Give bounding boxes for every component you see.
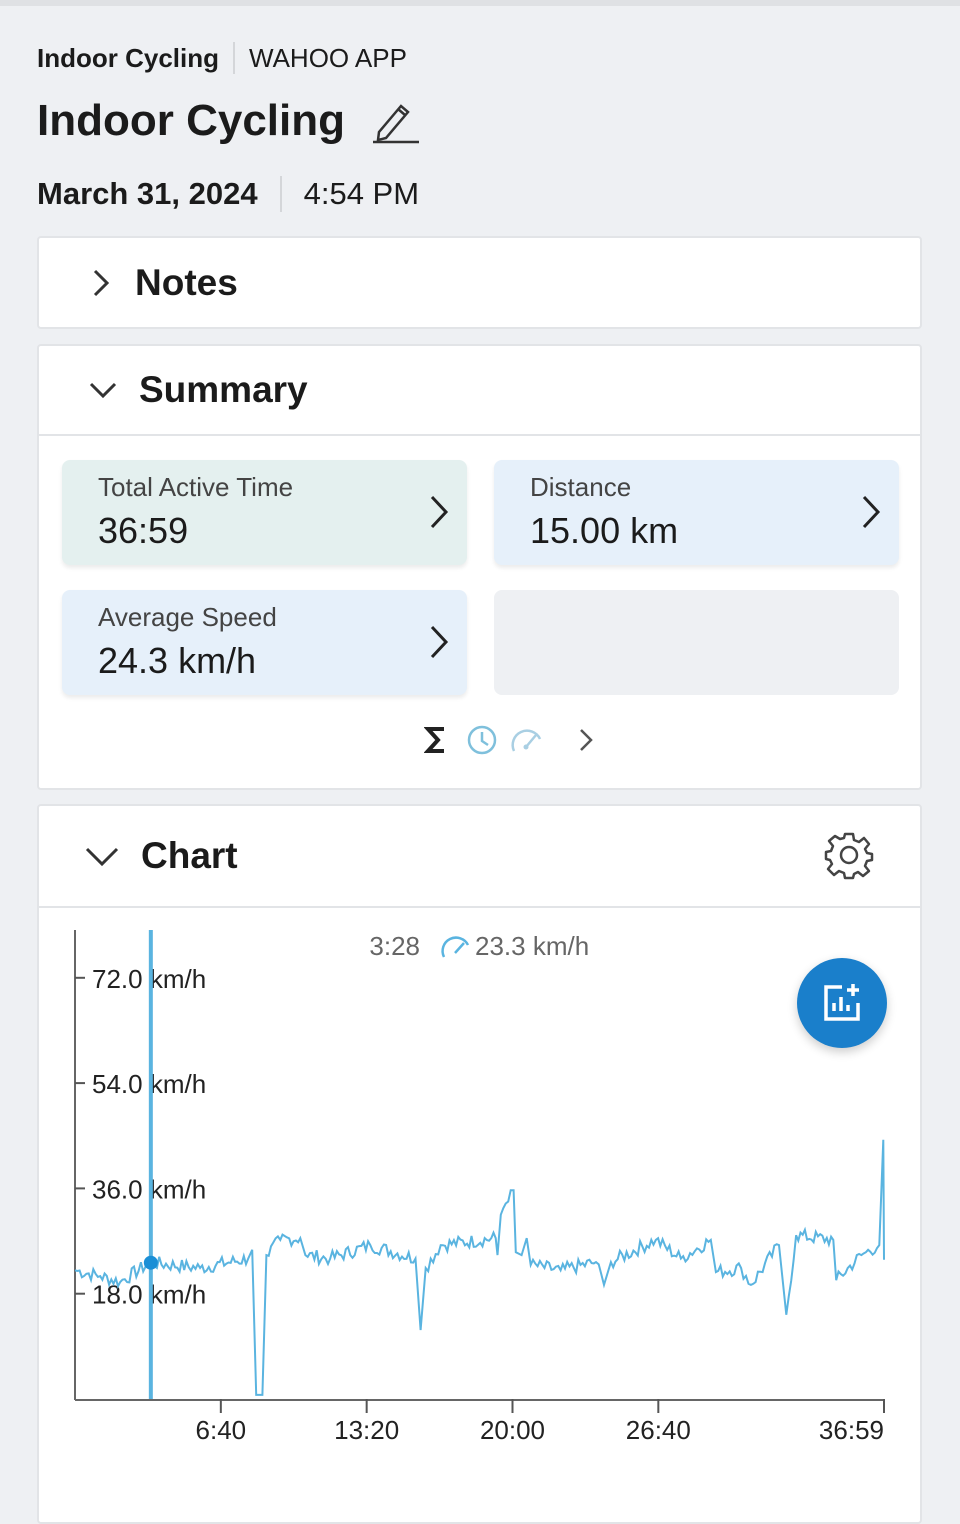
gear-icon[interactable]	[824, 830, 874, 880]
activity-date: March 31, 2024	[37, 176, 258, 211]
tile-label: Average Speed	[98, 602, 277, 632]
chevron-right-icon	[430, 495, 449, 529]
summary-section: Summary Total Active Time 36:59 Distance…	[37, 344, 922, 790]
total-active-time-tile[interactable]: Total Active Time 36:59	[62, 460, 467, 565]
x-tick-label: 26:40	[626, 1415, 691, 1445]
sigma-icon[interactable]	[424, 725, 448, 755]
tile-value: 36:59	[98, 510, 189, 551]
add-chart-button[interactable]	[797, 958, 887, 1048]
empty-tile	[494, 590, 899, 695]
speed-series-line	[74, 1139, 885, 1396]
tile-value: 24.3 km/h	[98, 640, 257, 681]
clock-icon[interactable]	[466, 724, 498, 756]
breadcrumb-source: WAHOO APP	[249, 42, 407, 73]
speed-chart[interactable]: 72.0 km/h54.0 km/h36.0 km/h18.0 km/h6:40…	[0, 905, 960, 1500]
top-divider	[0, 0, 960, 6]
tile-label: Distance	[530, 472, 632, 502]
speedometer-icon[interactable]	[510, 725, 546, 755]
average-speed-tile[interactable]: Average Speed 24.3 km/h	[62, 590, 467, 695]
edit-pencil-icon[interactable]	[371, 98, 419, 144]
x-tick-label: 6:40	[196, 1415, 247, 1445]
notes-label: Notes	[135, 262, 238, 303]
summary-label: Summary	[139, 369, 308, 410]
cursor-point	[143, 1255, 158, 1270]
x-tick-label: 20:00	[480, 1415, 545, 1445]
chevron-down-icon	[89, 382, 117, 399]
chevron-right-icon	[430, 625, 449, 659]
notes-section: Notes	[37, 236, 922, 329]
breadcrumb: Indoor Cycling WAHOO APP	[37, 42, 407, 74]
summary-toggle[interactable]: Summary	[39, 346, 920, 436]
chevron-right-icon	[93, 269, 110, 297]
speedometer-icon	[441, 936, 470, 958]
divider	[279, 176, 282, 212]
x-tick-label: 36:59	[819, 1415, 884, 1445]
activity-time: 4:54 PM	[303, 176, 420, 211]
breadcrumb-activity: Indoor Cycling	[37, 42, 219, 73]
chart-toggle[interactable]: Chart	[39, 806, 920, 908]
summary-page-indicator	[424, 724, 596, 756]
cursor-time: 3:28	[369, 931, 420, 961]
chart-add-icon	[824, 984, 860, 1021]
x-tick-label: 13:20	[334, 1415, 399, 1445]
distance-tile[interactable]: Distance 15.00 km	[494, 460, 899, 565]
page-title: Indoor Cycling	[37, 96, 419, 146]
title-text: Indoor Cycling	[37, 96, 345, 145]
tile-label: Total Active Time	[98, 472, 294, 502]
tile-value: 15.00 km	[530, 510, 679, 551]
cursor-value: 23.3 km/h	[475, 931, 589, 961]
divider	[233, 42, 235, 74]
activity-datetime: March 31, 2024 4:54 PM	[37, 176, 419, 212]
chart-label: Chart	[141, 835, 238, 876]
chevron-right-icon	[862, 495, 881, 529]
chevron-right-icon[interactable]	[576, 726, 596, 754]
notes-toggle[interactable]: Notes	[39, 238, 920, 328]
chevron-down-icon	[85, 847, 119, 867]
chart-section: Chart	[37, 804, 922, 1524]
